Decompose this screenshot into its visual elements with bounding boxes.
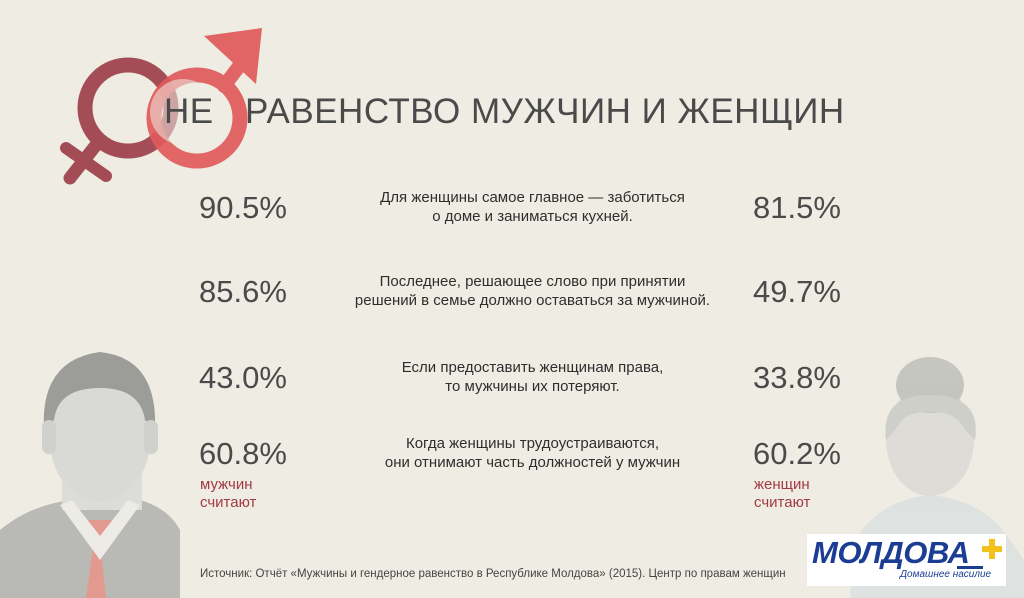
statement-line: Когда женщины трудоустраиваются, xyxy=(405,435,660,452)
men-percentage: 43.0% xyxy=(199,360,287,395)
men-percentage: 90.5% xyxy=(199,190,287,225)
caption-line: считают xyxy=(754,494,811,511)
title-prefix: НЕ xyxy=(164,92,214,131)
women-caption: женщин считают xyxy=(754,476,844,512)
stat-row: 90.5% Для женщины самое главное — заботи… xyxy=(0,188,1024,248)
statement: Последнее, решающее слово при принятии р… xyxy=(330,272,735,310)
statement: Когда женщины трудоустраиваются, они отн… xyxy=(330,434,735,472)
statement: Для женщины самое главное — заботиться о… xyxy=(330,188,735,226)
logo: МОЛДОВА xyxy=(812,535,970,570)
statement-line: о доме и заниматься кухней. xyxy=(432,208,633,225)
stat-row: 60.8% Когда женщины трудоустраиваются, о… xyxy=(0,434,1024,496)
statement: Если предоставить женщинам права, то муж… xyxy=(330,358,735,396)
man-avatar-icon xyxy=(0,352,180,598)
caption-line: мужчин xyxy=(200,476,253,493)
statement-line: они отнимают часть должностей у мужчин xyxy=(384,454,681,471)
men-percentage: 85.6% xyxy=(199,274,287,309)
statement-line: Если предоставить женщинам права, xyxy=(401,359,664,376)
logo-subtitle: Домашнее насилие xyxy=(900,569,992,580)
stat-row: 43.0% Если предоставить женщинам права, … xyxy=(0,358,1024,418)
statement-line: то мужчины их потеряют. xyxy=(445,378,620,395)
statement-line: Для женщины самое главное — заботиться xyxy=(380,189,685,206)
women-percentage: 60.2% xyxy=(753,436,841,471)
men-percentage: 60.8% xyxy=(199,436,287,471)
caption-line: считают xyxy=(200,494,257,511)
stat-row: 85.6% Последнее, решающее слово при прин… xyxy=(0,272,1024,332)
caption-line: женщин xyxy=(754,476,810,493)
statement-line: Последнее, решающее слово при принятии xyxy=(379,273,686,290)
men-caption: мужчин считают xyxy=(200,476,290,512)
women-percentage: 33.8% xyxy=(753,360,841,395)
statement-line: решений в семье должно оставаться за муж… xyxy=(354,292,711,309)
women-percentage: 49.7% xyxy=(753,274,841,309)
source-note: Источник: Отчёт «Мужчины и гендерное рав… xyxy=(200,568,786,580)
page-title: РАВЕНСТВО МУЖЧИН И ЖЕНЩИН xyxy=(245,92,845,131)
women-percentage: 81.5% xyxy=(753,190,841,225)
logo-background xyxy=(807,534,1006,586)
